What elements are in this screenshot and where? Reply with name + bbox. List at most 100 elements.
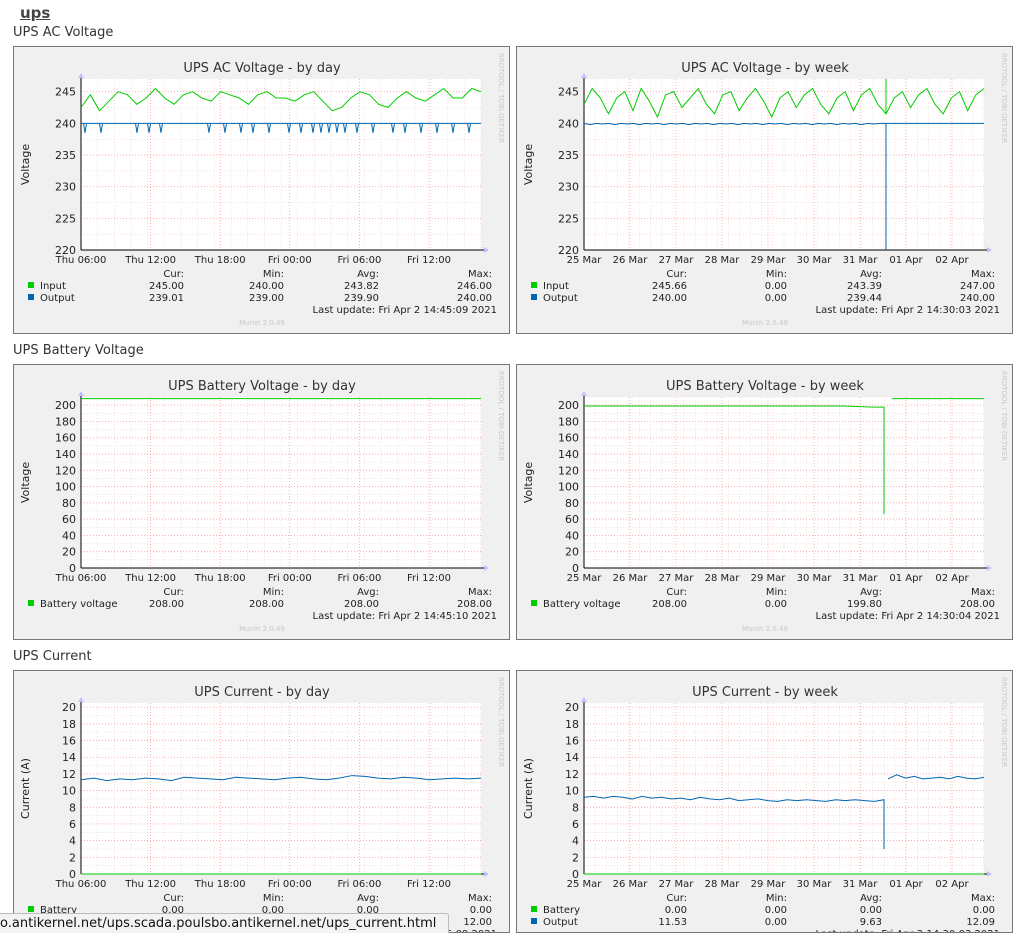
- x-tick-label: Fri 00:00: [268, 573, 312, 584]
- stat-value: 243.39: [847, 281, 882, 292]
- x-tick-label: Thu 12:00: [124, 879, 176, 890]
- y-tick-label: 160: [558, 432, 579, 445]
- stat-value: 239.44: [847, 293, 882, 304]
- graph-battery-voltage-day[interactable]: UPS Battery Voltage - by day RRDTOOL / TO…: [13, 364, 510, 640]
- stat-value: 246.00: [457, 281, 492, 292]
- y-axis-arrow: [581, 73, 587, 78]
- munin-version: Munin 2.0.49: [239, 319, 285, 327]
- stat-value: 240.00: [960, 293, 995, 304]
- plot-area: [584, 703, 984, 874]
- graph-battery-voltage-week[interactable]: UPS Battery Voltage - by week RRDTOOL / T…: [516, 364, 1013, 640]
- y-tick-label: 120: [558, 464, 579, 477]
- stat-value: 0.00: [665, 905, 687, 916]
- x-tick-label: 27 Mar: [659, 879, 695, 890]
- stat-value: 240.00: [652, 293, 687, 304]
- plot-area: [81, 397, 481, 568]
- y-tick-label: 160: [55, 432, 76, 445]
- stat-value: 239.01: [149, 293, 184, 304]
- x-tick-label: 25 Mar: [567, 255, 603, 266]
- y-tick-label: 20: [565, 701, 579, 714]
- y-tick-label: 180: [55, 415, 76, 428]
- chart-title: UPS Current - by week: [692, 685, 838, 700]
- y-tick-label: 14: [62, 751, 76, 764]
- x-tick-label: 31 Mar: [843, 879, 879, 890]
- stat-value: 0.00: [470, 905, 492, 916]
- stat-header: Cur:: [163, 893, 184, 904]
- stat-value: 0.00: [262, 905, 284, 916]
- y-axis-label: Voltage: [522, 144, 535, 185]
- stat-value: 247.00: [960, 281, 995, 292]
- x-tick-label: 28 Mar: [705, 573, 741, 584]
- y-tick-label: 14: [565, 751, 579, 764]
- graph-ac-voltage-week[interactable]: UPS AC Voltage - by week RRDTOOL / TOBI O…: [516, 46, 1013, 334]
- stat-value: 245.00: [149, 281, 184, 292]
- x-tick-label: 26 Mar: [613, 573, 649, 584]
- stat-header: Max:: [468, 269, 492, 280]
- graph-ac-voltage-day[interactable]: UPS AC Voltage - by day RRDTOOL / TOBI OE…: [13, 46, 510, 334]
- x-tick-label: Thu 06:00: [55, 573, 107, 584]
- x-tick-label: Thu 12:00: [124, 573, 176, 584]
- y-tick-label: 225: [558, 212, 579, 225]
- stat-header: Min:: [766, 269, 787, 280]
- x-tick-label: 25 Mar: [567, 879, 603, 890]
- stat-value: 239.00: [249, 293, 284, 304]
- y-axis-arrow: [581, 391, 587, 396]
- legend-swatch: [28, 282, 34, 288]
- stat-value: 208.00: [149, 599, 184, 610]
- y-tick-label: 180: [558, 415, 579, 428]
- legend-swatch: [531, 282, 537, 288]
- stat-header: Avg:: [357, 587, 379, 598]
- y-tick-label: 230: [558, 181, 579, 194]
- y-tick-label: 0: [69, 562, 76, 575]
- last-update: Last update: Fri Apr 2 14:45:10 2021: [313, 611, 497, 622]
- legend-label: Battery voltage: [543, 599, 621, 610]
- rrdtool-label: RRDTOOL / TOBI OETIKER: [497, 53, 505, 143]
- y-tick-label: 10: [62, 785, 76, 798]
- y-tick-label: 240: [558, 117, 579, 130]
- stat-header: Cur:: [666, 587, 687, 598]
- x-tick-label: Thu 18:00: [194, 573, 246, 584]
- graph-current-week[interactable]: UPS Current - by week RRDTOOL / TOBI OETI…: [516, 670, 1013, 933]
- y-axis-arrow: [78, 697, 84, 702]
- stat-value: 245.66: [652, 281, 687, 292]
- stat-value: 243.82: [344, 281, 379, 292]
- x-tick-label: 02 Apr: [935, 879, 969, 890]
- y-tick-label: 4: [572, 835, 579, 848]
- x-axis-arrow: [484, 871, 489, 877]
- y-tick-label: 16: [565, 735, 579, 748]
- plot-area: [81, 703, 481, 874]
- last-update: Last update: Fri Apr 2 14:45:09 2021: [313, 305, 497, 316]
- y-tick-label: 80: [62, 497, 76, 510]
- y-tick-label: 40: [565, 529, 579, 542]
- legend-label: Battery: [543, 905, 580, 916]
- x-tick-label: 26 Mar: [613, 255, 649, 266]
- section-title-battery-voltage: UPS Battery Voltage: [13, 343, 144, 358]
- y-tick-label: 8: [572, 801, 579, 814]
- y-tick-label: 120: [55, 464, 76, 477]
- x-axis-arrow: [987, 871, 992, 877]
- legend-label: Output: [543, 293, 578, 304]
- y-axis-label: Voltage: [19, 144, 32, 185]
- legend-swatch: [531, 600, 537, 606]
- stat-value: 12.00: [463, 917, 492, 928]
- series-line-input: [583, 79, 985, 119]
- stat-value: 0.00: [765, 917, 787, 928]
- stat-value: 208.00: [457, 599, 492, 610]
- stat-header: Avg:: [357, 269, 379, 280]
- last-update: Last update: Fri Apr 2 14:30:03 2021: [816, 929, 1000, 933]
- stat-header: Cur:: [163, 587, 184, 598]
- x-tick-label: 30 Mar: [797, 879, 833, 890]
- series-line-output: [80, 775, 482, 782]
- legend-label: Output: [40, 293, 75, 304]
- graph-current-day[interactable]: UPS Current - by day RRDTOOL / TOBI OETIK…: [13, 670, 510, 933]
- rrdtool-label: RRDTOOL / TOBI OETIKER: [1000, 53, 1008, 143]
- page-heading[interactable]: ups: [20, 4, 51, 22]
- stat-value: 0.00: [765, 599, 787, 610]
- series-line-output: [583, 774, 985, 849]
- y-tick-label: 6: [69, 818, 76, 831]
- series-line-battery-voltage: [584, 398, 984, 515]
- stat-header: Cur:: [163, 269, 184, 280]
- stat-value: 199.80: [847, 599, 882, 610]
- stat-header: Avg:: [860, 269, 882, 280]
- y-tick-label: 220: [558, 244, 579, 257]
